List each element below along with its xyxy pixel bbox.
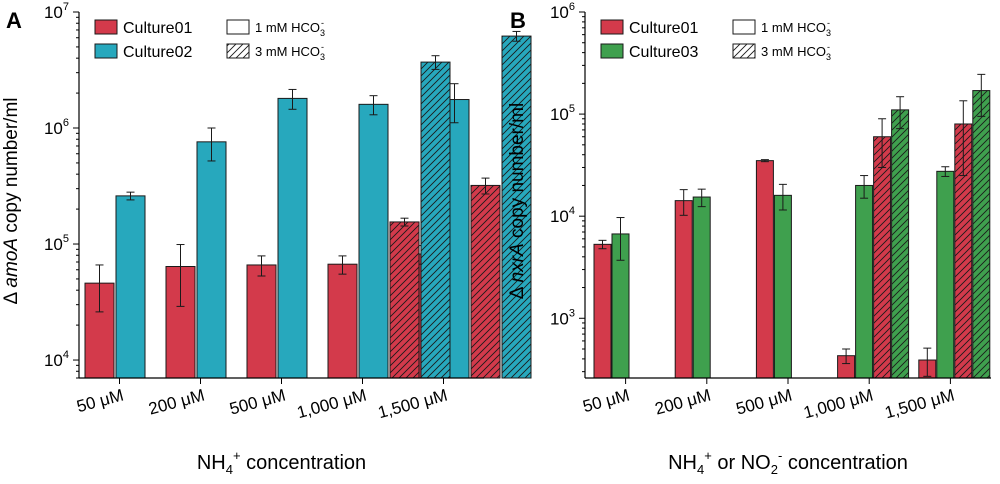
bar-hatch (954, 123, 972, 379)
y-tick-label: 105 (44, 233, 69, 254)
x-tick-label: 500 μM (734, 386, 794, 419)
y-tick-label: 107 (44, 1, 69, 22)
legend-swatch-hatch (733, 44, 755, 58)
bar-hatch (891, 109, 909, 379)
bar (674, 200, 693, 379)
legend-swatch (94, 19, 118, 35)
legend-label: Culture01 (123, 20, 192, 37)
x-tick-label: 1,500 μM (376, 386, 450, 423)
panel-a-chart: 104 105 106 107 50 μM 200 μM 500 μM 1,000 μM 1,5… (1, 1, 532, 477)
bar-hatch (421, 62, 450, 378)
legend-swatch (226, 19, 250, 35)
x-axis-label: NH4+ or NO2- concentration (668, 448, 908, 477)
y-tick-label: 105 (550, 103, 575, 124)
bar (755, 160, 774, 379)
x-tick-label: 200 μM (653, 386, 713, 419)
y-tick-label: 106 (550, 1, 575, 22)
bar (115, 195, 146, 379)
legend-label: 1 mM HCO3- (761, 18, 831, 38)
x-axis-label: NH4+ concentration (197, 448, 366, 477)
panel-b-chart: 103 104 105 106 50 μM 200 μM 500 μM 1,000 μM 1,5… (507, 1, 991, 477)
y-axis-label: Δ nxrA copy number/ml (507, 103, 528, 299)
bar (277, 97, 308, 379)
legend-label: 3 mM HCO3- (255, 42, 325, 62)
bar-hatch (471, 185, 500, 378)
y-tick-label: 103 (550, 307, 575, 328)
x-tick-label: 1,000 μM (295, 386, 369, 423)
y-tick-label: 104 (550, 205, 575, 226)
bar-hatch (972, 90, 990, 379)
bar (196, 141, 227, 379)
bar-hatch (502, 36, 531, 379)
bar (773, 194, 792, 379)
bar-hatch (390, 221, 419, 378)
bar (327, 263, 358, 379)
bar-hatch (873, 136, 891, 378)
legend-swatch (600, 19, 624, 35)
legend-label: Culture03 (629, 44, 698, 61)
bar (593, 243, 612, 379)
legend-swatch (732, 19, 756, 35)
x-tick-label: 500 μM (228, 386, 288, 419)
x-tick-label: 200 μM (147, 386, 207, 419)
legend-swatch-hatch (227, 44, 249, 58)
y-axis-label: Δ amoA copy number/ml (1, 97, 22, 304)
y-tick-label: 104 (44, 349, 69, 370)
panel-letter-b: B (510, 8, 526, 33)
x-tick-label: 1,500 μM (883, 386, 957, 423)
legend-label: Culture02 (123, 44, 192, 61)
y-tick-label: 106 (44, 117, 69, 138)
legend-swatch (94, 43, 118, 59)
bar (246, 264, 277, 379)
legend-label: 3 mM HCO3- (761, 42, 831, 62)
bar (855, 184, 874, 379)
bar (358, 103, 389, 379)
legend-swatch (600, 43, 624, 59)
x-tick-label: 50 μM (75, 386, 126, 417)
bar (936, 170, 955, 379)
x-tick-label: 1,000 μM (802, 386, 876, 423)
panel-letter-a: A (6, 8, 22, 33)
legend-label: 1 mM HCO3- (255, 18, 325, 38)
legend-label: Culture01 (629, 20, 698, 37)
x-tick-label: 50 μM (581, 386, 632, 417)
bar (692, 196, 711, 379)
